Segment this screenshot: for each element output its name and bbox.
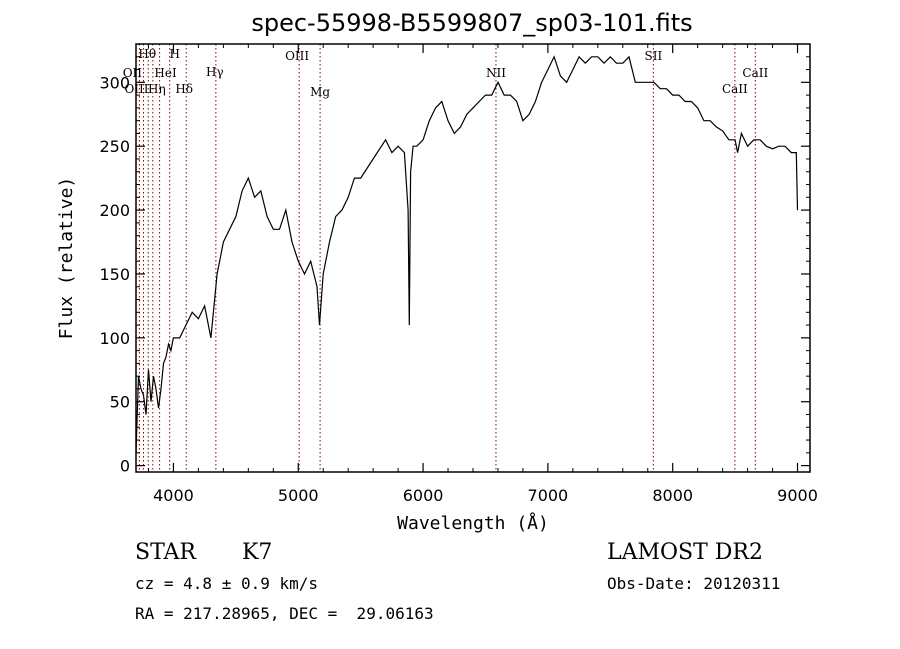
spectral-line-label: HeI (154, 66, 177, 80)
y-tick-label: 150 (99, 265, 130, 284)
x-axis: 4000 5000 6000 7000 8000 9000 (147, 44, 818, 505)
x-tick-label: 9000 (777, 486, 818, 505)
spectrum-series-line (135, 55, 799, 453)
redshift-cz: cz = 4.8 ± 0.9 km/s (135, 574, 319, 593)
spectral-line-label: H (169, 47, 179, 61)
y-tick-label: 0 (120, 457, 130, 476)
y-axis-label: Flux (relative) (56, 177, 77, 340)
object-subclass: K7 (242, 540, 273, 565)
x-tick-label: 4000 (153, 486, 194, 505)
spectral-line-label: Hθ (138, 47, 156, 61)
object-class: STAR (135, 540, 196, 565)
x-tick-label: 8000 (652, 486, 693, 505)
spectral-line-label: Hδ (175, 82, 193, 96)
survey-name: LAMOST DR2 (607, 540, 763, 565)
x-tick-label: 7000 (528, 486, 569, 505)
y-tick-label: 200 (99, 201, 130, 220)
ra-dec: RA = 217.28965, DEC = 29.06163 (135, 604, 434, 623)
x-tick-label: 6000 (403, 486, 444, 505)
spectral-line-label: OIII (285, 49, 309, 63)
spectral-line-label: SII (645, 49, 663, 63)
chart-title: spec-55998-B5599807_sp03-101.fits (251, 9, 692, 37)
obs-date: Obs-Date: 20120311 (607, 574, 781, 593)
spectral-line-label: CaII (742, 66, 768, 80)
y-axis: 0 50 100 150 200 250 300 (99, 56, 810, 476)
spectral-line-label: CaII (722, 82, 748, 96)
y-tick-label: 250 (99, 137, 130, 156)
y-tick-label: 300 (99, 73, 130, 92)
x-tick-label: 5000 (278, 486, 319, 505)
spectral-line-label: Hγ (206, 65, 224, 79)
y-tick-label: 50 (110, 393, 130, 412)
spectral-line-label: Hη (148, 82, 166, 96)
spectral-line-label: Mg (310, 85, 330, 99)
y-tick-label: 100 (99, 329, 130, 348)
spectral-line-label: NII (486, 66, 506, 80)
x-axis-label: Wavelength (Å) (397, 512, 549, 534)
